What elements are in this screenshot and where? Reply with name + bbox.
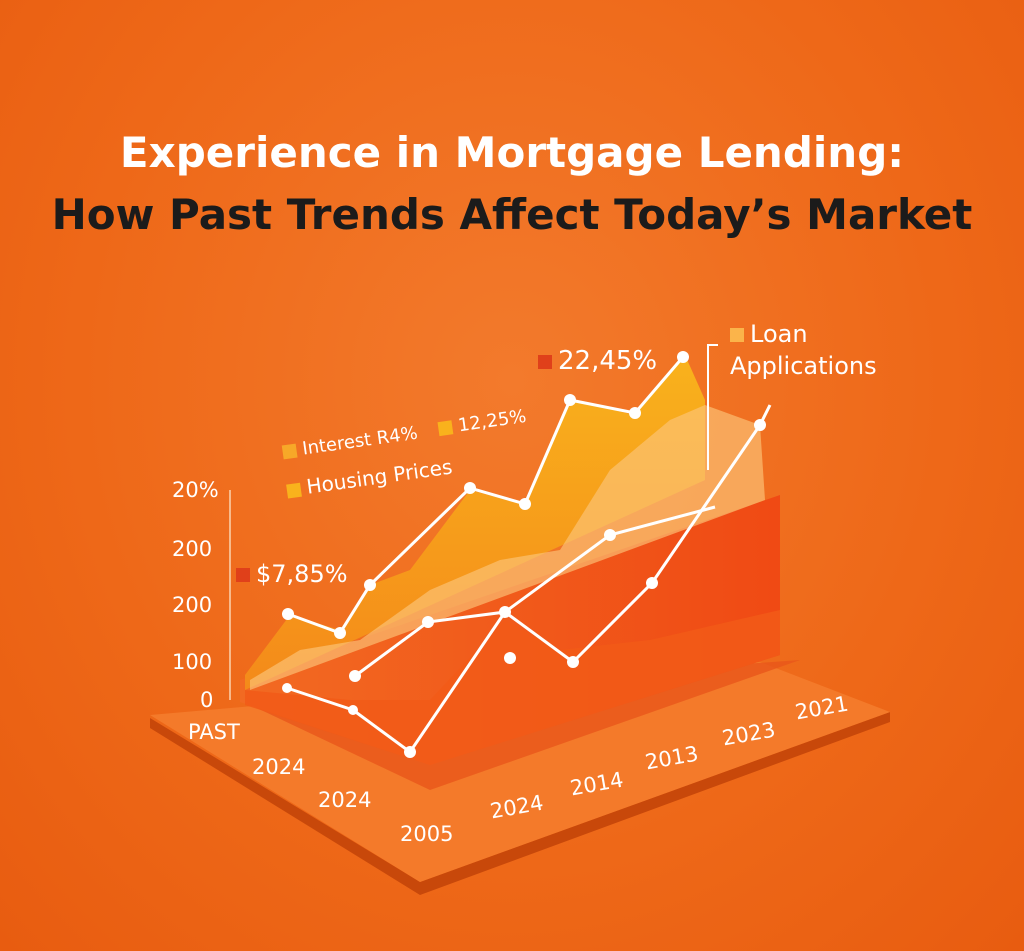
- point: [422, 616, 434, 628]
- point: [334, 627, 346, 639]
- point: [499, 606, 511, 618]
- yellow-area: [245, 355, 705, 690]
- point: [604, 529, 616, 541]
- trend-line: [286, 581, 654, 755]
- x-label: 2024: [252, 755, 306, 779]
- light-area: [250, 405, 765, 690]
- x-label: 2005: [400, 822, 454, 846]
- legend-item: Loan Applications: [730, 318, 900, 382]
- legend-text: Loan Applications: [730, 320, 877, 380]
- bracket: [707, 344, 718, 470]
- y-label: 200: [172, 593, 213, 617]
- callout: $7,85%: [236, 560, 348, 588]
- x-label: PAST: [188, 720, 240, 744]
- callout: 22,45%: [538, 346, 657, 376]
- point: [504, 652, 516, 664]
- point: [464, 482, 476, 494]
- point: [754, 419, 766, 431]
- title-line-1: Experience in Mortgage Lending:: [119, 128, 905, 177]
- x-label: 2024: [318, 788, 372, 812]
- marker: [286, 482, 302, 499]
- marker: [730, 328, 744, 342]
- y-label: 200: [172, 537, 213, 561]
- point: [348, 705, 358, 715]
- point: [677, 351, 689, 363]
- marker: [538, 354, 552, 369]
- marker: [281, 443, 298, 460]
- y-label: 20%: [172, 478, 219, 502]
- point: [629, 407, 641, 419]
- point: [646, 577, 658, 589]
- y-label: 100: [172, 650, 213, 674]
- callout-text: 22,45%: [558, 346, 658, 376]
- point: [564, 394, 576, 406]
- point: [567, 656, 579, 668]
- front-area: [245, 610, 780, 765]
- points: [282, 351, 766, 758]
- point: [282, 683, 292, 693]
- point: [282, 608, 294, 620]
- trend-line: [287, 356, 685, 635]
- callout-text: $7,85%: [256, 560, 348, 588]
- point: [519, 498, 531, 510]
- point: [364, 579, 376, 591]
- title-line-2: How Past Trends Affect Today’s Market: [51, 190, 973, 239]
- point: [404, 746, 416, 758]
- point: [349, 670, 361, 682]
- marker: [437, 420, 454, 437]
- marker: [236, 568, 250, 582]
- y-label: 0: [200, 688, 214, 712]
